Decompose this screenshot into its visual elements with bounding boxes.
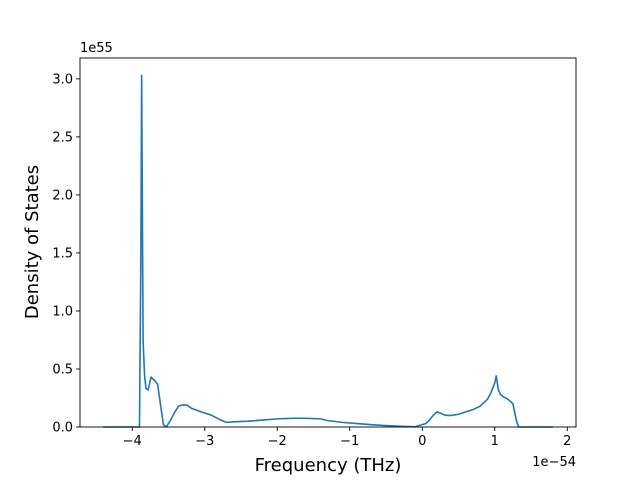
- y-tick-label: 1.0: [52, 304, 73, 319]
- y-axis-title: Density of States: [22, 165, 43, 319]
- x-offset-text: 1e−54: [532, 455, 576, 470]
- y-tick-label: 1.5: [52, 246, 73, 261]
- x-axis-ticks: −4 −3 −2 −1 0 1 2: [123, 427, 571, 449]
- dos-line: [103, 74, 553, 428]
- y-tick-label: 2.5: [52, 130, 73, 145]
- plot-frame: [79, 57, 577, 428]
- y-tick-label: 0.5: [52, 362, 73, 377]
- y-tick-label: 0.0: [52, 421, 73, 436]
- y-axis-ticks: 0.0 0.5 1.0 1.5 2.0 2.5 3.0: [52, 72, 80, 436]
- x-tick-label: −1: [340, 434, 359, 449]
- y-offset-text: 1e55: [80, 41, 113, 56]
- x-tick-label: −4: [123, 434, 142, 449]
- y-tick-label: 2.0: [52, 188, 73, 203]
- y-tick-label: 3.0: [52, 72, 73, 87]
- x-tick-label: 0: [418, 434, 426, 449]
- x-tick-label: 1: [491, 434, 499, 449]
- x-tick-label: 2: [563, 434, 571, 449]
- x-axis-title: Frequency (THz): [255, 455, 402, 476]
- plot-background: [80, 58, 576, 427]
- x-tick-label: −3: [195, 434, 214, 449]
- x-tick-label: −2: [268, 434, 287, 449]
